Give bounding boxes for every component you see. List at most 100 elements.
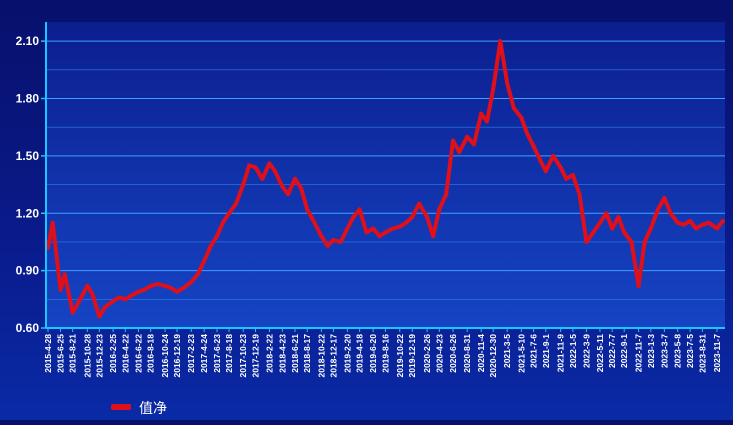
x-tick-label: 2023-8-31 xyxy=(697,334,707,373)
data-point xyxy=(570,173,575,177)
x-tick-label: 2015-4-28 xyxy=(43,334,53,373)
data-point xyxy=(351,215,356,220)
data-point xyxy=(642,239,647,244)
x-tick-label: 2017-4-24 xyxy=(199,334,209,373)
data-point xyxy=(543,169,548,174)
data-point xyxy=(564,176,569,181)
y-tick-label: 0.60 xyxy=(16,321,40,335)
data-point xyxy=(260,176,265,181)
x-tick-label: 2021-5-10 xyxy=(516,334,526,373)
x-axis-ticks: 2015-4-28 2015-6-25 2015-8-21 2015-10-28 201… xyxy=(43,328,722,377)
data-point xyxy=(208,243,213,248)
x-tick-label: 2018-8-17 xyxy=(302,334,312,373)
x-tick-label: 2015-8-21 xyxy=(68,334,78,373)
data-point xyxy=(215,234,219,239)
data-point xyxy=(267,161,272,166)
x-tick-label: 2019-4-18 xyxy=(355,334,365,373)
data-point xyxy=(693,226,698,231)
data-point xyxy=(410,215,415,220)
data-point xyxy=(417,201,422,206)
x-tick-label: 2016-2-25 xyxy=(108,334,118,373)
data-point xyxy=(662,196,667,200)
data-point xyxy=(129,293,134,298)
data-point xyxy=(189,280,194,285)
data-point xyxy=(58,287,63,292)
grid-lines xyxy=(46,40,725,300)
x-tick-label: 2021-7-6 xyxy=(529,334,539,368)
legend-label: 值净 xyxy=(139,400,167,416)
x-tick-label: 2020-6-26 xyxy=(448,334,458,373)
x-tick-label: 2023-5-8 xyxy=(673,334,683,368)
x-tick-label: 2016-4-22 xyxy=(120,334,130,373)
data-point xyxy=(273,169,277,174)
x-tick-label: 2020-11-4 xyxy=(476,334,486,373)
data-point xyxy=(681,222,686,227)
data-point xyxy=(227,211,231,216)
data-point xyxy=(220,220,225,225)
data-point xyxy=(70,310,75,315)
y-tick-label: 1.80 xyxy=(16,92,40,106)
data-point xyxy=(181,285,186,290)
data-point xyxy=(103,305,108,309)
x-tick-label: 2017-6-23 xyxy=(212,334,222,373)
data-point xyxy=(364,230,369,235)
data-point xyxy=(390,226,395,231)
data-point xyxy=(111,299,116,304)
data-point xyxy=(622,230,627,235)
data-point xyxy=(286,192,291,197)
data-point xyxy=(451,138,455,143)
data-point xyxy=(331,238,336,242)
x-tick-label: 2016-8-18 xyxy=(146,334,156,373)
data-point xyxy=(551,153,556,158)
x-tick-label: 2021-3-5 xyxy=(502,334,512,368)
x-tick-label: 2019-8-16 xyxy=(380,334,390,373)
x-tick-label: 2017-12-19 xyxy=(250,334,260,378)
x-tick-label: 2019-6-20 xyxy=(368,334,378,373)
y-tick-label: 1.20 xyxy=(16,206,40,220)
y-tick-label: 1.50 xyxy=(16,149,40,163)
data-point xyxy=(715,226,719,231)
data-point xyxy=(136,289,141,294)
data-point xyxy=(491,86,496,91)
data-point xyxy=(293,176,297,181)
data-point xyxy=(498,39,503,44)
data-point xyxy=(538,157,542,162)
data-point xyxy=(531,144,536,149)
x-tick-label: 2020-8-31 xyxy=(462,334,472,373)
x-tick-label: 2017-8-18 xyxy=(224,334,234,373)
data-point xyxy=(604,211,609,216)
data-point xyxy=(305,207,310,212)
data-point xyxy=(280,184,285,189)
data-point xyxy=(444,192,449,197)
data-point xyxy=(77,299,82,304)
data-point xyxy=(62,272,67,277)
plot-area xyxy=(46,22,725,328)
data-point xyxy=(610,226,615,231)
data-point xyxy=(253,165,258,170)
data-point xyxy=(312,220,317,225)
x-tick-label: 2019-10-22 xyxy=(395,334,405,378)
data-point xyxy=(505,81,510,86)
data-point xyxy=(377,234,382,239)
x-tick-label: 2017-2-23 xyxy=(186,334,196,373)
data-point xyxy=(397,224,402,229)
data-point xyxy=(319,234,324,239)
data-point xyxy=(648,226,653,231)
data-point xyxy=(655,207,660,212)
data-point xyxy=(437,207,442,212)
data-point xyxy=(142,287,147,292)
data-point xyxy=(524,130,529,135)
data-point xyxy=(425,215,430,220)
x-tick-label: 2015-12-23 xyxy=(94,334,104,378)
data-point xyxy=(163,283,167,288)
x-tick-label: 2023-11-7 xyxy=(712,334,722,373)
data-point xyxy=(457,150,462,155)
data-point xyxy=(629,239,634,244)
data-point xyxy=(700,222,705,227)
data-point xyxy=(175,289,180,294)
x-tick-label: 2020-12-30 xyxy=(488,334,498,378)
x-tick-label: 2022-3-9 xyxy=(581,334,591,368)
data-point xyxy=(241,182,246,187)
